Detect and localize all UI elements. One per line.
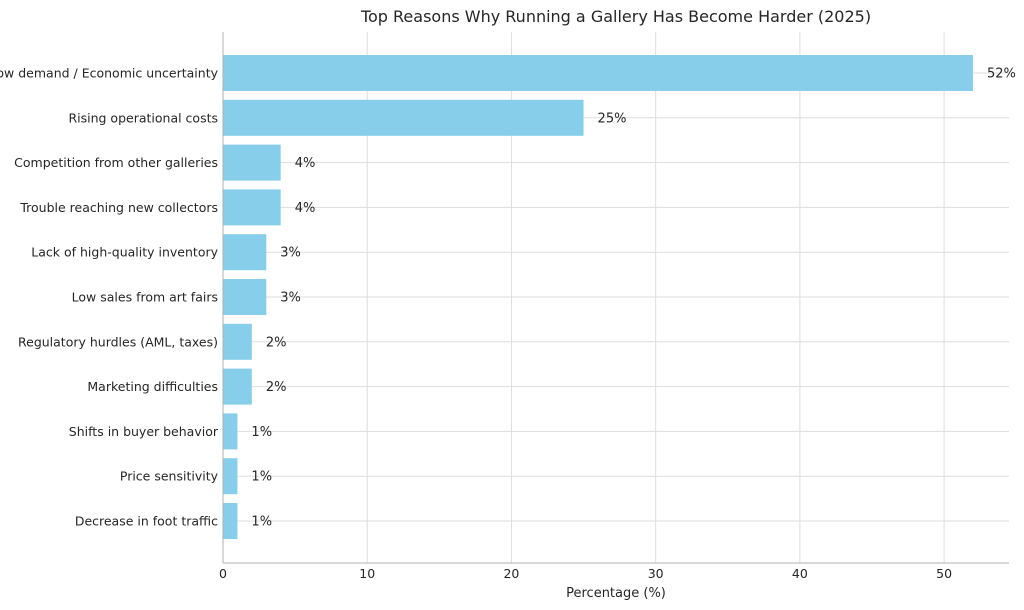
value-label: 25% <box>598 111 627 126</box>
x-tick-label: 20 <box>503 566 519 581</box>
bar <box>223 234 267 271</box>
bar <box>223 323 252 360</box>
bar <box>223 413 238 450</box>
x-axis-ticks: 0 10 20 30 40 50 <box>219 566 952 581</box>
bar <box>223 189 281 226</box>
value-label: 4% <box>295 156 316 171</box>
x-axis-title: Percentage (%) <box>566 586 666 601</box>
value-label: 2% <box>266 380 287 395</box>
value-label: 2% <box>266 335 287 350</box>
category-label: Low sales from art fairs <box>72 290 218 305</box>
bar <box>223 99 584 136</box>
category-labels: Low demand / Economic uncertainty Rising … <box>0 66 219 529</box>
bar <box>223 144 281 181</box>
value-label: 3% <box>280 246 301 261</box>
bar <box>223 503 238 539</box>
value-label: 3% <box>280 291 301 306</box>
category-label: Low demand / Economic uncertainty <box>0 66 219 81</box>
x-tick-label: 40 <box>792 566 808 581</box>
x-tick-label: 0 <box>219 566 227 581</box>
value-label: 1% <box>251 515 272 530</box>
category-label: Regulatory hurdles (AML, taxes) <box>18 334 218 349</box>
value-label: 1% <box>251 425 272 440</box>
category-label: Marketing difficulties <box>87 379 218 394</box>
bar <box>223 368 252 405</box>
bar <box>223 279 267 315</box>
bar <box>223 458 238 495</box>
category-label: Rising operational costs <box>68 110 218 125</box>
category-label: Lack of high-quality inventory <box>31 245 218 260</box>
value-label: 4% <box>295 201 316 216</box>
bar <box>223 55 973 91</box>
category-label: Decrease in foot traffic <box>75 514 218 529</box>
category-label: Price sensitivity <box>120 469 219 484</box>
value-labels: 52% 25% 4% 4% 3% 3% 2% 2% 1% 1% 1% <box>251 67 1015 530</box>
chart-title: Top Reasons Why Running a Gallery Has Be… <box>360 7 871 26</box>
category-label: Shifts in buyer behavior <box>69 424 219 439</box>
category-label: Competition from other galleries <box>14 155 218 170</box>
grid-lines <box>222 32 1009 563</box>
x-tick-label: 50 <box>936 566 952 581</box>
value-label: 52% <box>987 67 1016 82</box>
value-label: 1% <box>251 470 272 485</box>
bars <box>223 55 973 539</box>
x-tick-label: 30 <box>648 566 664 581</box>
category-label: Trouble reaching new collectors <box>19 200 218 215</box>
x-tick-label: 10 <box>359 566 375 581</box>
